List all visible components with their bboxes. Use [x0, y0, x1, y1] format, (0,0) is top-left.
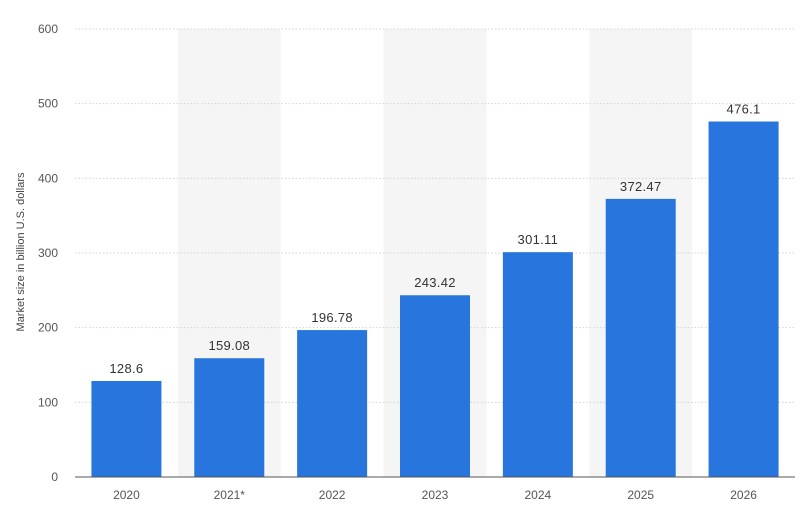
y-tick-label: 0 — [51, 470, 58, 484]
x-tick-label: 2025 — [627, 488, 654, 502]
x-axis-ticks: 2020 2021* 2022 2023 2024 2025 2026 — [113, 488, 757, 502]
y-tick-label: 500 — [38, 97, 58, 111]
bar[interactable] — [502, 252, 573, 477]
y-axis-title: Market size in billion U.S. dollars — [15, 172, 27, 331]
data-label: 159.08 — [209, 338, 251, 353]
data-label: 243.42 — [414, 275, 456, 290]
x-tick-label: 2022 — [319, 488, 346, 502]
data-label: 196.78 — [311, 310, 353, 325]
bar[interactable] — [91, 380, 162, 477]
x-tick-label: 2021* — [214, 488, 246, 502]
data-labels: 128.6 159.08 196.78 243.42 301.11 372.47 476.1 — [109, 102, 760, 376]
data-label: 128.6 — [109, 361, 143, 376]
bar[interactable] — [605, 198, 676, 477]
bar[interactable] — [297, 330, 368, 477]
x-tick-label: 2023 — [422, 488, 449, 502]
x-tick-label: 2024 — [525, 488, 552, 502]
y-tick-label: 100 — [38, 395, 58, 409]
y-tick-label: 300 — [38, 246, 58, 260]
data-label: 476.1 — [727, 102, 761, 117]
bars — [91, 121, 779, 478]
x-tick-label: 2026 — [730, 488, 757, 502]
data-label: 301.11 — [518, 232, 559, 247]
bar[interactable] — [708, 121, 779, 478]
x-tick-label: 2020 — [113, 488, 140, 502]
y-tick-label: 200 — [38, 321, 58, 335]
y-tick-label: 600 — [38, 22, 58, 36]
data-label: 372.47 — [620, 179, 662, 194]
bar[interactable] — [194, 358, 265, 477]
y-axis-ticks: 0 100 200 300 400 500 600 — [38, 22, 58, 484]
bar[interactable] — [400, 295, 470, 477]
y-tick-label: 400 — [38, 171, 58, 185]
